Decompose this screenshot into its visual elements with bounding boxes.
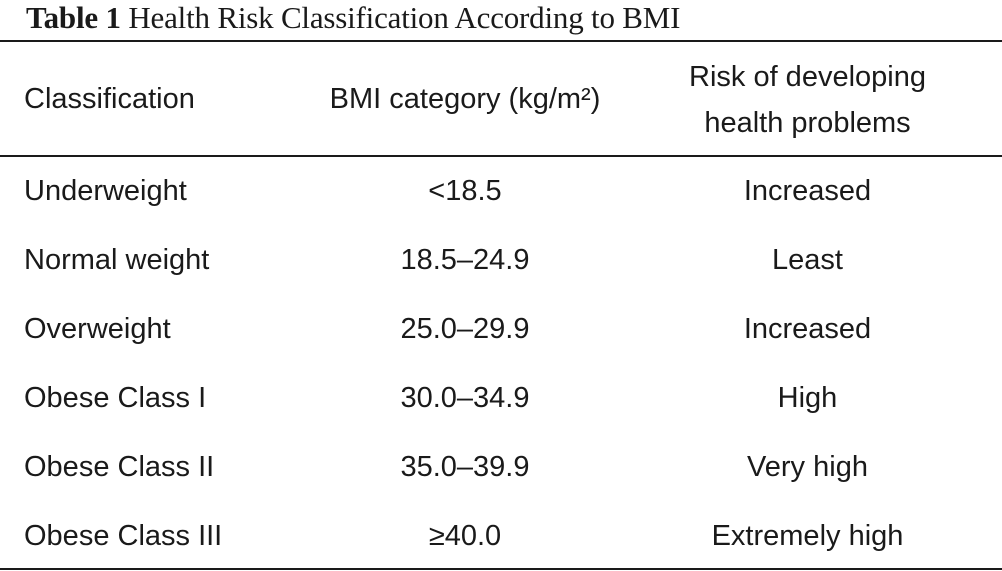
row-bmi: 30.0–34.9: [290, 375, 640, 421]
row-bmi: <18.5: [290, 168, 640, 214]
table-row: Underweight <18.5 Increased: [0, 168, 1002, 214]
row-risk: Least: [655, 237, 960, 283]
row-classification: Obese Class III: [24, 513, 222, 559]
row-risk: Increased: [655, 306, 960, 352]
row-bmi: 18.5–24.9: [290, 237, 640, 283]
header-classification: Classification: [24, 76, 195, 122]
table-caption: Table 1 Health Risk Classification Accor…: [26, 0, 680, 38]
row-classification: Obese Class I: [24, 375, 206, 421]
row-classification: Obese Class II: [24, 444, 214, 490]
table-row: Overweight 25.0–29.9 Increased: [0, 306, 1002, 352]
header-rule: [0, 155, 1002, 157]
top-rule: [0, 40, 1002, 42]
bottom-rule: [0, 568, 1002, 570]
header-bmi-category: BMI category (kg/m²): [290, 76, 640, 122]
row-classification: Normal weight: [24, 237, 209, 283]
row-bmi: 25.0–29.9: [290, 306, 640, 352]
row-bmi: 35.0–39.9: [290, 444, 640, 490]
row-risk: Increased: [655, 168, 960, 214]
table-caption-title: Health Risk Classification According to …: [128, 0, 680, 35]
table-caption-label: Table 1: [26, 0, 121, 35]
header-risk-line1: Risk of developing: [655, 54, 960, 100]
table-row: Obese Class III ≥40.0 Extremely high: [0, 513, 1002, 559]
row-classification: Overweight: [24, 306, 171, 352]
table-row: Normal weight 18.5–24.9 Least: [0, 237, 1002, 283]
row-classification: Underweight: [24, 168, 187, 214]
row-bmi: ≥40.0: [290, 513, 640, 559]
table-row: Obese Class II 35.0–39.9 Very high: [0, 444, 1002, 490]
header-risk: Risk of developing health problems: [655, 54, 960, 146]
header-risk-line2: health problems: [655, 100, 960, 146]
table-row: Obese Class I 30.0–34.9 High: [0, 375, 1002, 421]
row-risk: High: [655, 375, 960, 421]
row-risk: Extremely high: [655, 513, 960, 559]
row-risk: Very high: [655, 444, 960, 490]
